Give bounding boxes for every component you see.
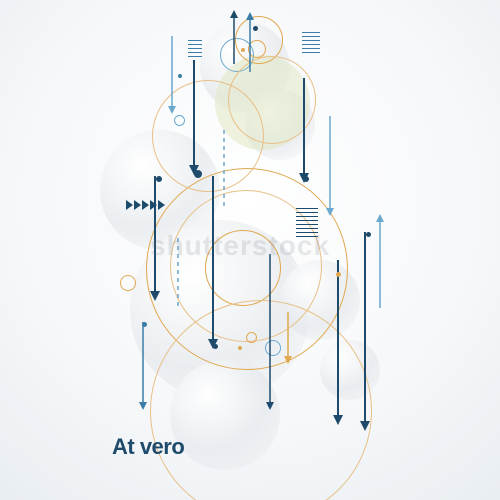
dash-column (188, 40, 202, 57)
dot (253, 26, 258, 31)
arrow-head-icon (333, 415, 343, 425)
arrow-head-icon (266, 402, 274, 410)
dot (213, 344, 218, 349)
dot (238, 346, 242, 350)
dot (142, 322, 147, 327)
triangle-row (126, 200, 165, 210)
dot (336, 272, 341, 277)
watermark-main: shutterstock (150, 230, 330, 262)
dot (286, 358, 290, 362)
arrow-head-icon (230, 10, 238, 18)
dot (156, 176, 162, 182)
infographic-canvas: shutterstock At vero (0, 0, 500, 500)
arrow-head-icon (246, 12, 254, 20)
arrow-head-icon (139, 402, 147, 410)
arrow-head-icon (168, 106, 176, 114)
page-title: At vero (112, 434, 184, 460)
dash-column (302, 32, 320, 53)
dot (178, 74, 182, 78)
dot (241, 48, 245, 52)
dot (194, 170, 202, 178)
arrow-head-icon (150, 291, 160, 301)
arrow-head-icon (326, 208, 334, 216)
arrow-head-icon (360, 421, 370, 431)
dot (303, 176, 309, 182)
dot (366, 232, 371, 237)
arrow-head-icon (376, 214, 384, 222)
